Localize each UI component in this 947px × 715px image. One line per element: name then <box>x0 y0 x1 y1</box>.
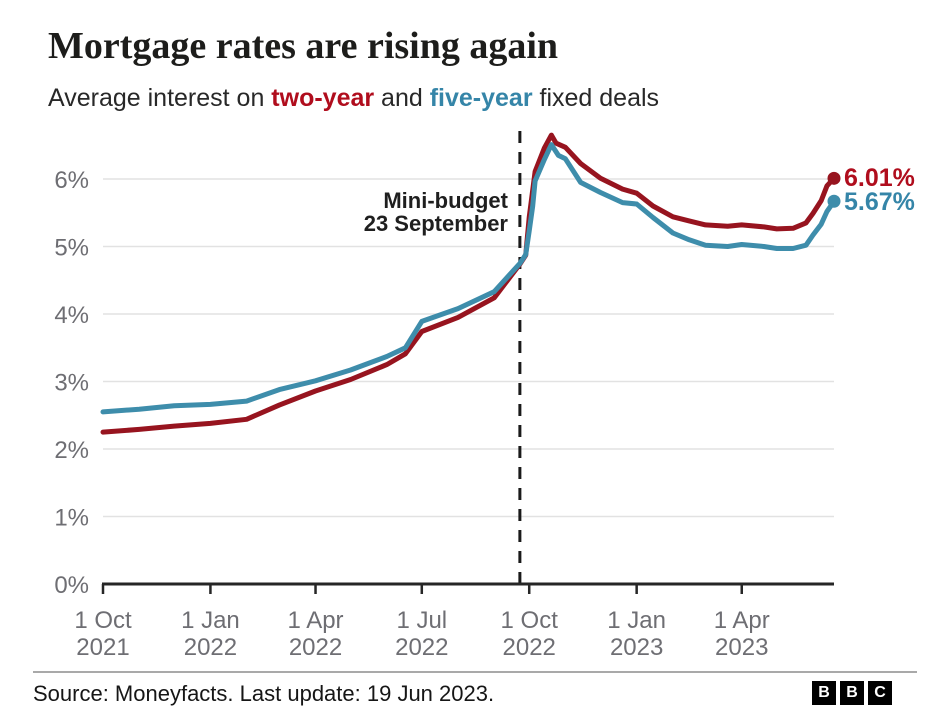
bbc-logo-letter-b1: B <box>812 681 836 705</box>
y-axis-label: 3% <box>54 370 89 397</box>
five-year-end-value: 5.67% <box>844 188 915 216</box>
two-year-line <box>100 132 837 435</box>
subtitle-suffix: fixed deals <box>532 84 660 112</box>
page-title: Mortgage rates are rising again <box>48 25 559 67</box>
five-year-end-dot <box>827 194 841 208</box>
annotation-line-2: 23 September <box>363 211 508 236</box>
y-axis-label: 5% <box>54 235 89 262</box>
bbc-logo-letter-c: C <box>868 681 892 705</box>
mini-budget-annotation: Mini-budget 23 September <box>364 189 508 235</box>
two-year-end-value: 6.01% <box>844 164 915 192</box>
x-axis-label: 1 Jan 2023 <box>607 607 666 661</box>
source-text: Source: Moneyfacts. Last update: 19 Jun … <box>33 681 495 706</box>
subtitle-prefix: Average interest on <box>48 84 272 112</box>
x-axis-label: 1 Oct 2021 <box>74 607 132 661</box>
y-axis-label: 0% <box>54 572 89 599</box>
x-axis-label: 1 Oct 2022 <box>501 607 559 661</box>
y-axis-label: 6% <box>54 167 89 194</box>
y-axis-label: 4% <box>54 302 89 329</box>
x-axis-label: 1 Jul 2022 <box>395 607 448 661</box>
bbc-logo: B B C <box>812 681 892 705</box>
chart-subtitle: Average interest on two-year and five-ye… <box>48 84 659 113</box>
bbc-logo-letter-b2: B <box>840 681 864 705</box>
y-axis-label: 2% <box>54 437 89 464</box>
five-year-line <box>100 142 837 415</box>
two-year-legend-label: two-year <box>271 84 375 112</box>
footer-divider <box>33 671 917 673</box>
subtitle-mid: and <box>374 84 430 112</box>
x-axis-label: 1 Apr 2023 <box>714 607 770 661</box>
annotation-line-1: Mini-budget <box>383 188 508 213</box>
x-axis-label: 1 Apr 2022 <box>288 607 344 661</box>
two-year-end-dot <box>827 171 841 185</box>
y-axis-label: 1% <box>54 505 89 532</box>
five-year-legend-label: five-year <box>429 84 533 112</box>
x-axis-label: 1 Jan 2022 <box>181 607 240 661</box>
